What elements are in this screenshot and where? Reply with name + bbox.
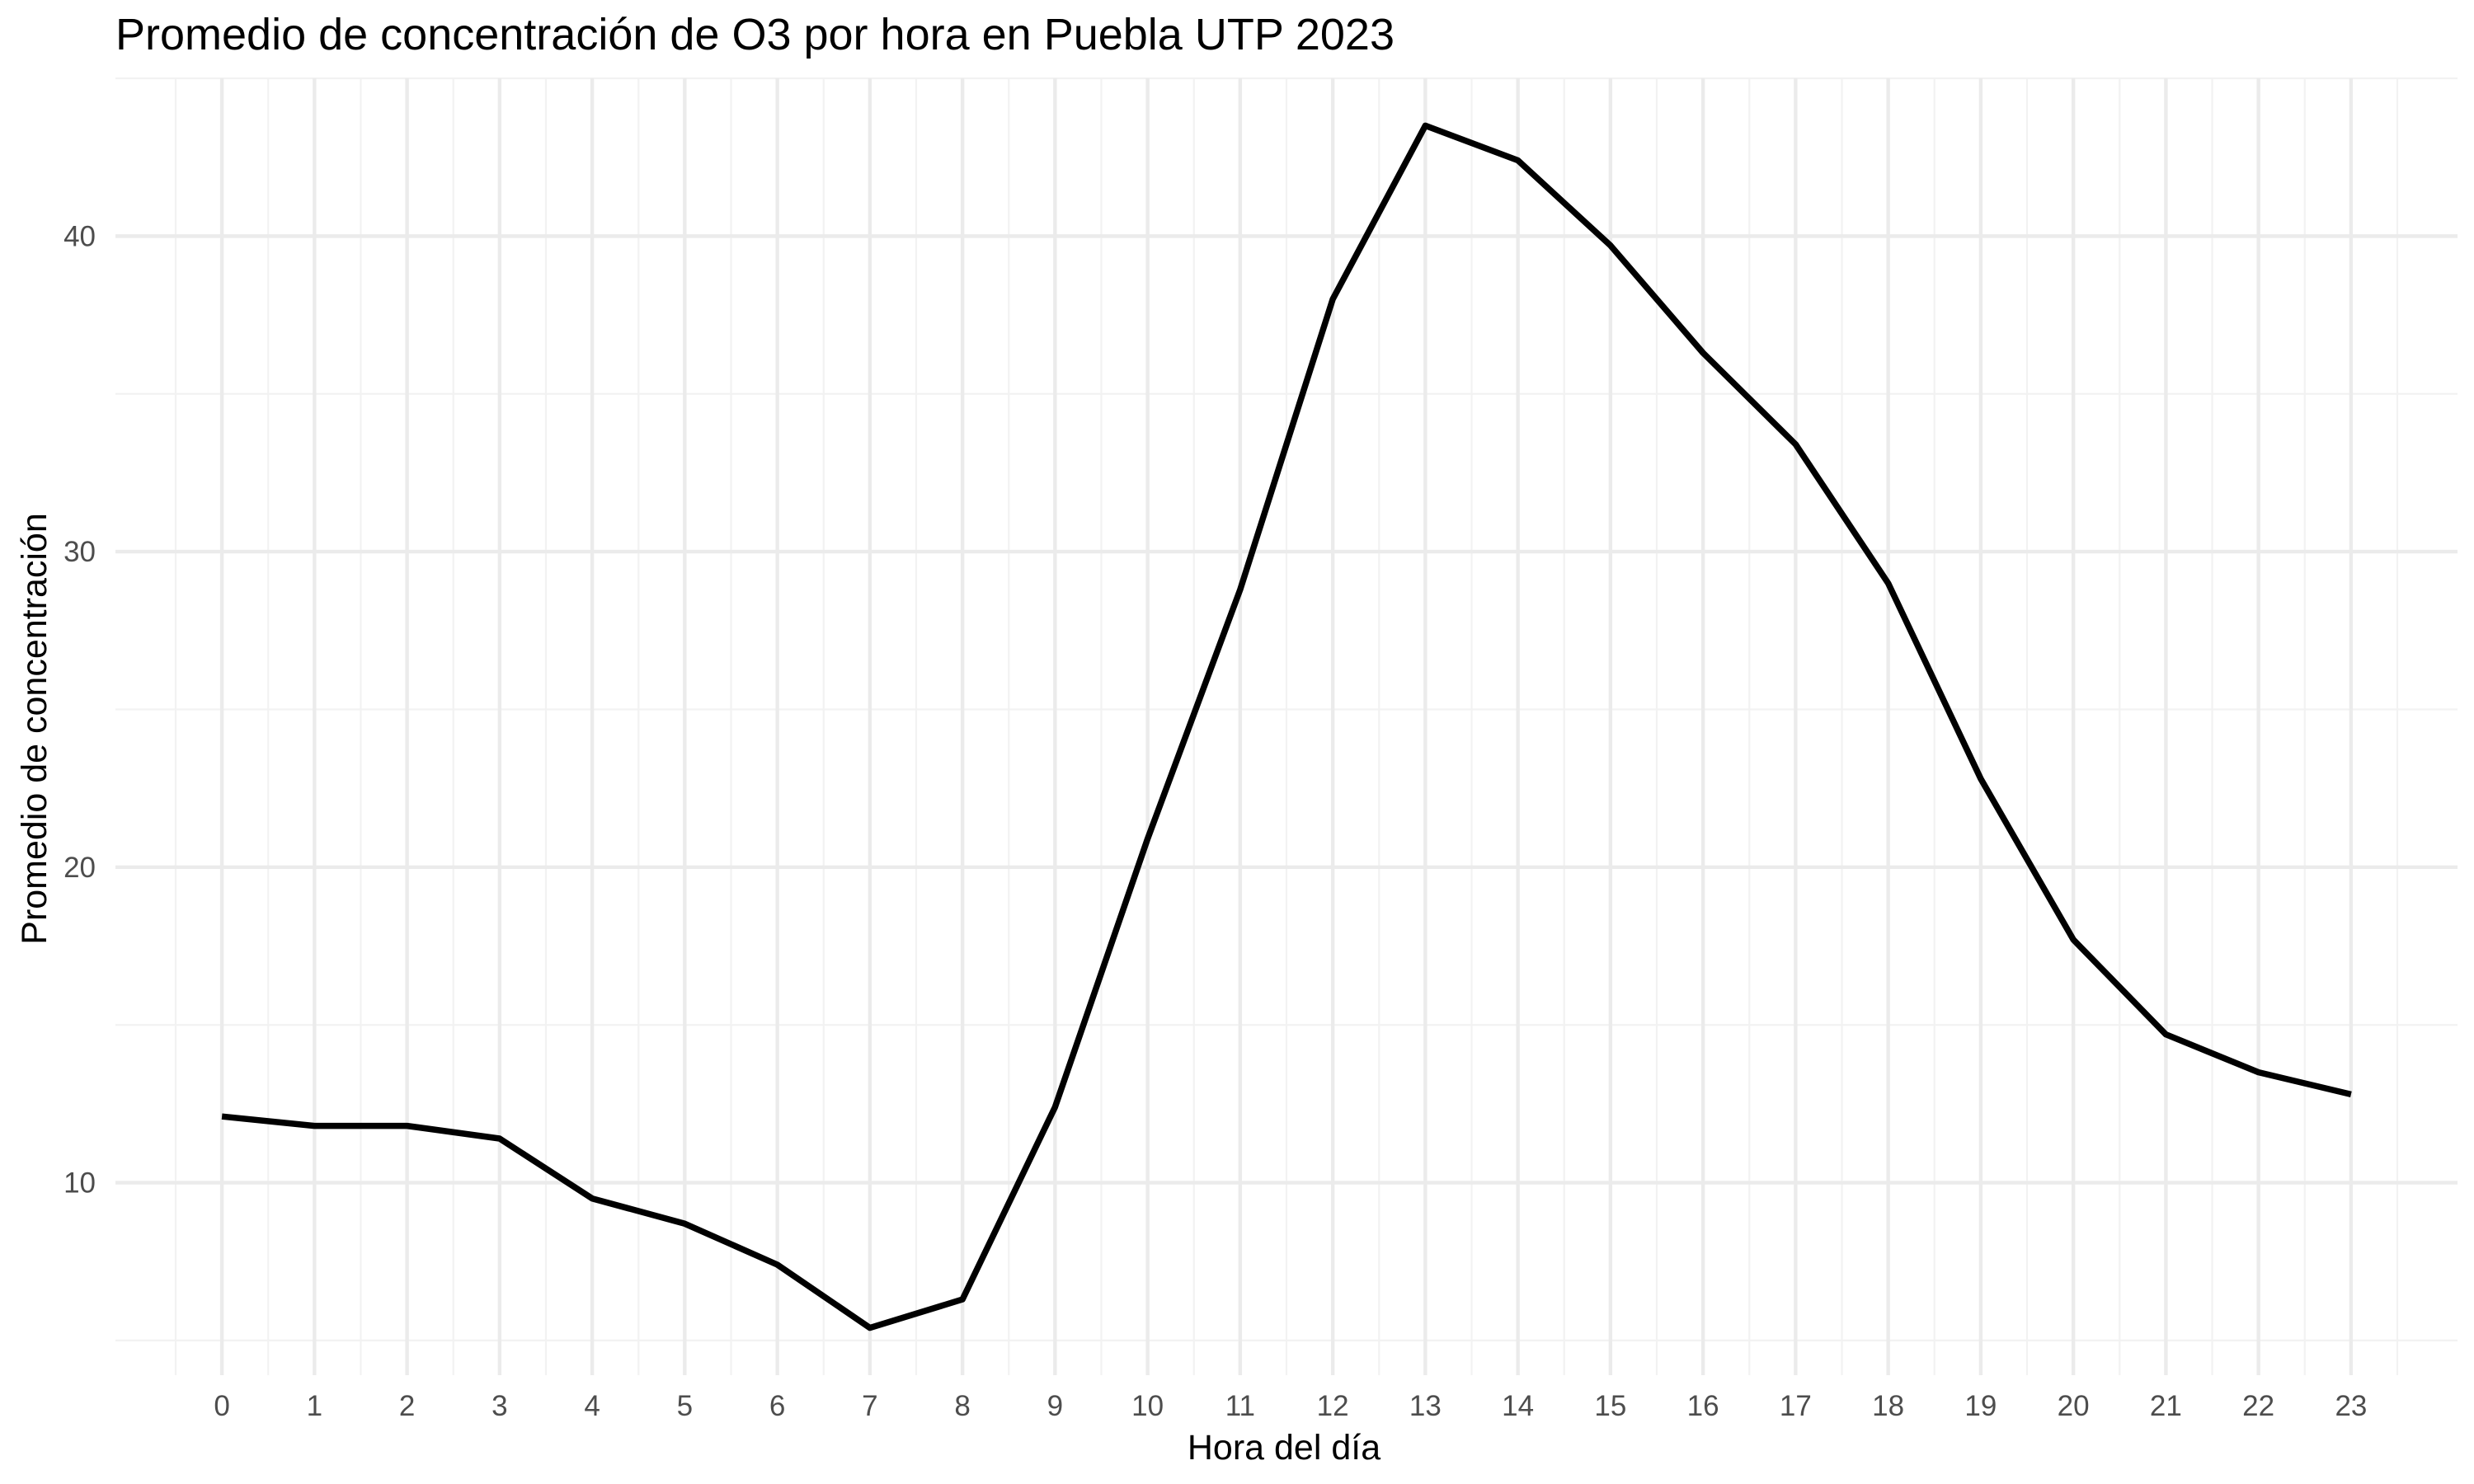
x-tick-label: 6 [769, 1390, 785, 1422]
x-tick-label: 2 [399, 1390, 415, 1422]
y-axis-title: Promedio de concentración [15, 513, 54, 944]
chart-title: Promedio de concentración de O3 por hora… [115, 10, 1395, 59]
x-tick-label: 4 [584, 1390, 600, 1422]
x-tick-label: 14 [1502, 1390, 1534, 1422]
x-tick-label: 0 [214, 1390, 229, 1422]
x-tick-label: 18 [1872, 1390, 1904, 1422]
x-axis-title: Hora del día [1188, 1428, 1380, 1468]
x-tick-label: 12 [1317, 1390, 1349, 1422]
x-tick-label: 3 [492, 1390, 507, 1422]
y-tick-label: 40 [63, 220, 96, 252]
x-tick-label: 9 [1047, 1390, 1063, 1422]
x-tick-label: 11 [1225, 1390, 1255, 1422]
x-tick-label: 10 [1131, 1390, 1164, 1422]
y-tick-label: 30 [63, 536, 96, 568]
minor-gridlines [115, 77, 2458, 1375]
x-tick-label: 8 [954, 1390, 970, 1422]
x-tick-label: 22 [2242, 1390, 2274, 1422]
x-tick-label: 20 [2058, 1390, 2090, 1422]
y-tick-label: 10 [63, 1167, 96, 1200]
series-layer [221, 122, 2352, 1331]
x-tick-label: 15 [1594, 1390, 1626, 1422]
x-tick-label: 23 [2335, 1390, 2367, 1422]
x-tick-label: 16 [1687, 1390, 1719, 1422]
x-axis-tick-labels: 0 1 2 3 4 5 6 7 8 9 10 11 12 13 14 15 16 17 18 19 20 21 22 23 [214, 1390, 2367, 1422]
x-tick-label: 21 [2150, 1390, 2182, 1422]
x-tick-label: 5 [677, 1390, 693, 1422]
o3-series-line [221, 122, 2352, 1331]
x-tick-label: 7 [862, 1390, 877, 1422]
y-tick-label: 20 [63, 852, 96, 884]
x-tick-label: 17 [1780, 1390, 1812, 1422]
x-tick-label: 19 [1964, 1390, 1997, 1422]
x-tick-label: 1 [307, 1390, 322, 1422]
x-tick-label: 13 [1409, 1390, 1442, 1422]
y-axis-tick-labels: 10 20 30 40 [63, 220, 96, 1199]
major-gridlines [115, 78, 2458, 1375]
